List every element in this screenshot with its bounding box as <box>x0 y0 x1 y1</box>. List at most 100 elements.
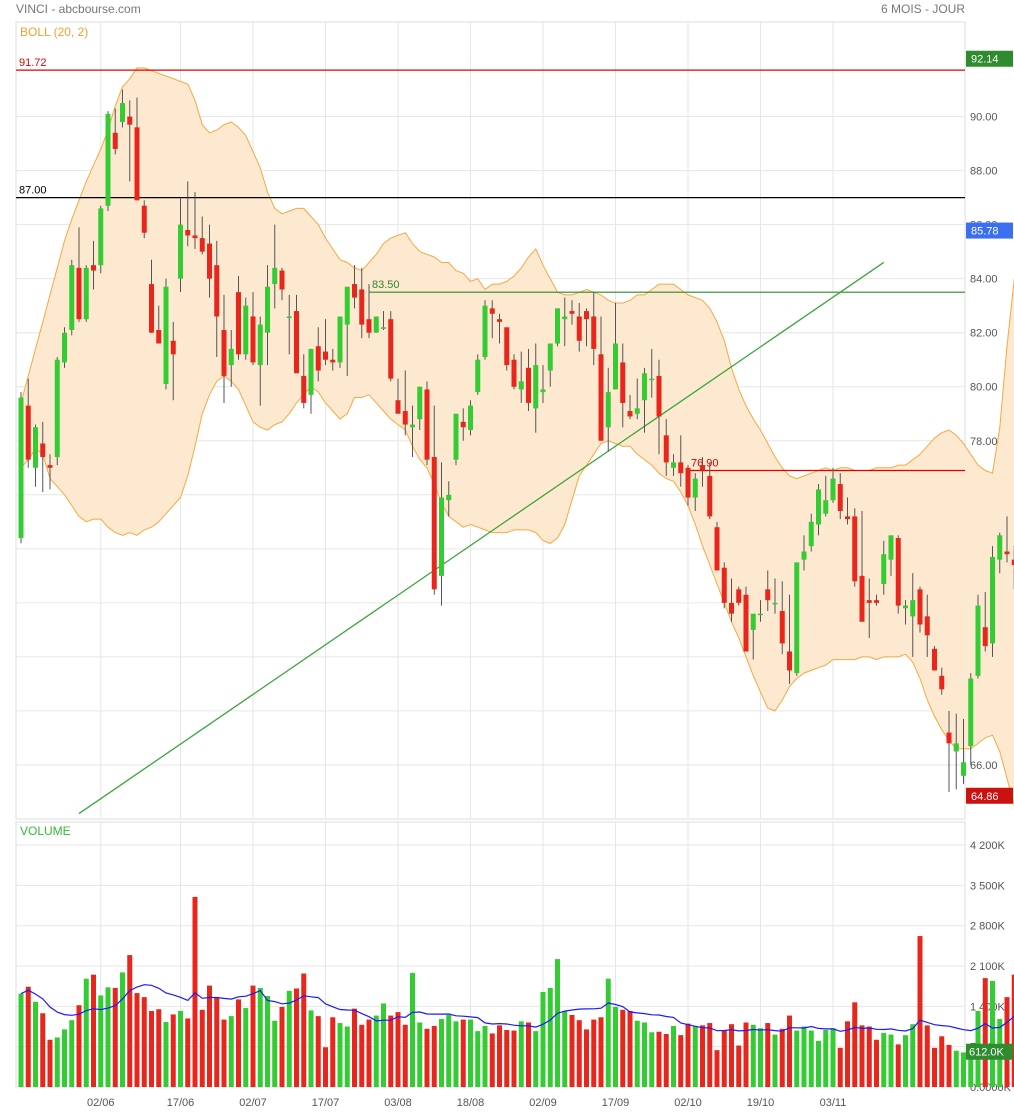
candle-body <box>257 324 263 366</box>
candle-body <box>910 600 916 617</box>
candle-body <box>69 265 75 330</box>
candle-body <box>373 316 379 333</box>
candle-body <box>634 408 640 414</box>
volume-bar <box>446 1014 452 1087</box>
candle-body <box>576 316 582 341</box>
volume-bar <box>1011 974 1014 1087</box>
volume-bar <box>671 1025 676 1087</box>
volume-bar <box>402 1024 408 1087</box>
volume-bar <box>721 1029 727 1087</box>
volume-tick-label: 1 400K <box>970 1001 1006 1013</box>
volume-bar <box>859 1025 865 1087</box>
candle-body <box>330 359 336 363</box>
price-tick-label: 80.00 <box>970 382 998 394</box>
candle-body <box>714 527 720 571</box>
volume-bar <box>634 1020 640 1087</box>
volume-bar <box>576 1020 582 1087</box>
volume-bar <box>83 978 89 1087</box>
volume-bar <box>431 1025 437 1087</box>
candle-body <box>199 238 205 252</box>
candle-body <box>388 319 394 379</box>
volume-bar <box>207 985 212 1087</box>
price-badge-label: 64.86 <box>971 791 999 803</box>
volume-tick-label: 2 800K <box>970 921 1006 933</box>
volume-bar <box>808 1030 814 1087</box>
volume-tick-label: 4 200K <box>970 840 1006 852</box>
candle-body <box>656 375 662 417</box>
volume-bar <box>98 995 104 1087</box>
volume-bar <box>649 1032 655 1087</box>
candle-body <box>424 389 430 460</box>
x-tick-label: 02/09 <box>529 1097 557 1109</box>
candle-body <box>221 329 227 376</box>
candle-body <box>736 589 742 603</box>
volume-bar <box>395 1012 401 1087</box>
volume-bar <box>910 1024 916 1087</box>
candle-body <box>250 316 256 363</box>
volume-bar <box>352 1008 357 1087</box>
volume-bar <box>76 1005 82 1087</box>
candle-body <box>489 308 495 314</box>
volume-bar <box>214 997 220 1087</box>
volume-bar <box>170 1014 176 1087</box>
volume-bar <box>852 1002 858 1087</box>
candle-body <box>518 381 524 390</box>
volume-bar <box>540 991 546 1087</box>
candle-body <box>185 230 191 236</box>
volume-bar <box>475 1031 481 1087</box>
volume-bar <box>330 1017 336 1087</box>
volume-bar <box>584 1029 589 1087</box>
candlesticks <box>18 89 1014 792</box>
volume-bar <box>489 1033 495 1087</box>
volume-bar <box>236 999 241 1087</box>
volume-bar <box>149 1010 154 1087</box>
volume-bar <box>315 1016 321 1087</box>
price-tick-label: 84.00 <box>970 274 998 286</box>
candle-body <box>504 327 510 366</box>
hline-label: 76.90 <box>691 457 719 469</box>
volume-bar <box>105 987 111 1087</box>
volume-bar <box>301 973 307 1087</box>
candle-body <box>243 305 249 355</box>
volume-bar <box>598 1017 604 1087</box>
volume-bar <box>932 1047 937 1087</box>
candle-body <box>903 605 908 609</box>
candle-body <box>1004 551 1010 555</box>
volume-bar <box>555 959 560 1087</box>
candle-body <box>18 397 24 539</box>
candle-body <box>511 359 517 387</box>
price-badge-label: 92.14 <box>971 54 999 66</box>
volume-bar <box>765 1023 771 1087</box>
volume-bar <box>866 1026 872 1087</box>
candle-body <box>939 675 945 690</box>
candle-body <box>475 359 481 393</box>
bollinger-band <box>20 67 1014 807</box>
candle-body <box>990 556 995 644</box>
volume-bar <box>707 1023 713 1087</box>
volume-bar <box>946 1044 952 1087</box>
candle-body <box>765 589 771 601</box>
candle-body <box>431 456 437 590</box>
candle-body <box>417 386 423 420</box>
volume-bar <box>903 1035 908 1087</box>
price-badge-box <box>966 50 1013 67</box>
candle-body <box>395 400 401 414</box>
volume-bar <box>163 1021 169 1087</box>
volume-bar <box>837 1047 843 1087</box>
volume-bar <box>272 1020 278 1087</box>
volume-bar <box>794 1030 800 1087</box>
candle-body <box>170 340 176 355</box>
volume-bar <box>801 1026 807 1087</box>
volume-bar <box>373 1015 379 1087</box>
candle-body <box>808 521 814 547</box>
candle-body <box>526 367 531 403</box>
x-tick-label: 02/06 <box>87 1097 115 1109</box>
volume-bar <box>221 1019 227 1087</box>
candle-body <box>33 427 38 468</box>
candle-body <box>134 127 140 201</box>
candle-body <box>953 743 959 752</box>
candle-body <box>482 305 488 358</box>
candle-body <box>924 616 930 636</box>
candle-body <box>192 235 198 239</box>
